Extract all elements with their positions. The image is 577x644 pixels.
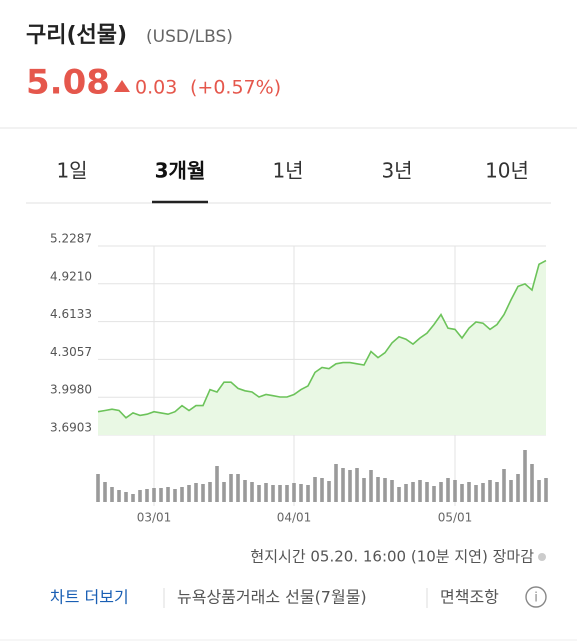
status-dot — [538, 553, 546, 561]
volume-bar — [299, 484, 303, 502]
volume-bar — [369, 470, 373, 502]
volume-bar — [110, 487, 114, 502]
volume-bar — [131, 494, 135, 502]
info-icon[interactable] — [525, 586, 547, 608]
exchange: 뉴욕상품거래소 선물(7월물) — [177, 588, 367, 607]
volume-bar — [145, 489, 149, 502]
change-pct: (+0.57%) — [190, 77, 281, 99]
volume-bar — [187, 485, 191, 502]
volume-bar — [474, 485, 478, 502]
volume-bar — [313, 477, 317, 502]
x-tick-label: 03/01 — [137, 511, 172, 525]
volume-bar — [453, 480, 457, 502]
volume-bar — [481, 483, 485, 502]
tabs: 1일 3개월 1년 3년 10년 — [56, 159, 528, 183]
y-tick-label: 3.9980 — [50, 383, 92, 397]
tab[interactable]: 3개월 — [155, 159, 206, 183]
volume-bar — [215, 466, 219, 502]
volume-bar — [327, 481, 331, 502]
x-tick-label: 04/01 — [277, 511, 312, 525]
volume-bar — [523, 450, 527, 502]
y-tick-label: 4.6133 — [50, 307, 92, 321]
volume-bar — [250, 482, 254, 502]
volume-bar — [271, 485, 275, 502]
more-link[interactable]: 차트 더보기 — [50, 588, 129, 607]
time-note: 현지시간 05.20. 16:00 (10분 지연) 장마감 — [250, 548, 534, 566]
volume-bar — [425, 482, 429, 502]
volume-bar — [383, 478, 387, 502]
volume-bar — [362, 478, 366, 502]
volume-bar — [376, 477, 380, 502]
unit: (USD/LBS) — [146, 27, 233, 47]
volume-bar — [530, 464, 534, 502]
volume-bar — [355, 468, 359, 502]
volume-bar — [292, 483, 296, 502]
volume-bar — [320, 478, 324, 502]
volume-bar — [544, 478, 548, 502]
volume-bar — [201, 484, 205, 502]
volume-bar — [152, 488, 156, 502]
volume-bar — [264, 483, 268, 502]
info-i: i — [534, 591, 538, 606]
volume-bar — [404, 484, 408, 502]
volume-bar — [180, 487, 184, 502]
volume-bar — [285, 485, 289, 502]
volume-bar — [495, 482, 499, 502]
x-tick-label: 05/01 — [438, 511, 473, 525]
volume-bar — [460, 484, 464, 502]
price: 5.08 — [26, 63, 110, 103]
volume-bar — [537, 480, 541, 502]
volume-bar — [432, 486, 436, 502]
volume-bar — [488, 480, 492, 502]
y-tick-label: 3.6903 — [50, 421, 92, 435]
y-tick-label: 4.9210 — [50, 269, 92, 283]
title: 구리(선물) — [26, 23, 127, 48]
volume-bar — [446, 478, 450, 502]
volume-bar — [124, 492, 128, 502]
area-fill — [98, 260, 546, 435]
tab[interactable]: 1년 — [272, 159, 303, 183]
volume-bar — [117, 490, 121, 502]
volume-bar — [236, 474, 240, 502]
volume-bar — [502, 469, 506, 502]
volume-bar — [516, 474, 520, 502]
volume-bar — [173, 489, 177, 502]
price-line — [97, 259, 547, 419]
volume-bar — [222, 482, 226, 502]
volume-bar — [138, 490, 142, 502]
volume-bar — [467, 482, 471, 502]
disclaimer[interactable]: 면책조항 — [440, 588, 499, 607]
volume-bar — [439, 482, 443, 502]
y-tick-label: 4.3057 — [50, 345, 92, 359]
volume-bar — [411, 482, 415, 502]
volume-bar — [96, 474, 100, 502]
volume-bar — [397, 487, 401, 502]
volume-bar — [348, 470, 352, 502]
change: 0.03 — [135, 77, 177, 99]
tab[interactable]: 3년 — [381, 159, 412, 183]
tab[interactable]: 1일 — [56, 159, 87, 183]
tab[interactable]: 10년 — [485, 159, 529, 183]
volume-bar — [334, 464, 338, 502]
up-arrow — [114, 80, 130, 92]
volume-bar — [257, 485, 261, 502]
volume-bar — [509, 480, 513, 502]
chart: 03/01 04/01 05/01 3.6903 3.9980 4.3057 4.6133 4… — [50, 232, 548, 525]
volume-bar — [166, 487, 170, 502]
volume-bar — [194, 483, 198, 502]
volume-bar — [390, 480, 394, 502]
volume-bar — [103, 482, 107, 502]
volume-bar — [243, 480, 247, 502]
volume-bar — [278, 485, 282, 502]
volume-bar — [159, 488, 163, 502]
volume-bar — [208, 482, 212, 502]
volume-bar — [229, 474, 233, 502]
y-tick-label: 5.2287 — [50, 232, 92, 246]
volume-bar — [418, 480, 422, 502]
volume-bar — [341, 468, 345, 502]
volume-bar — [306, 485, 310, 502]
